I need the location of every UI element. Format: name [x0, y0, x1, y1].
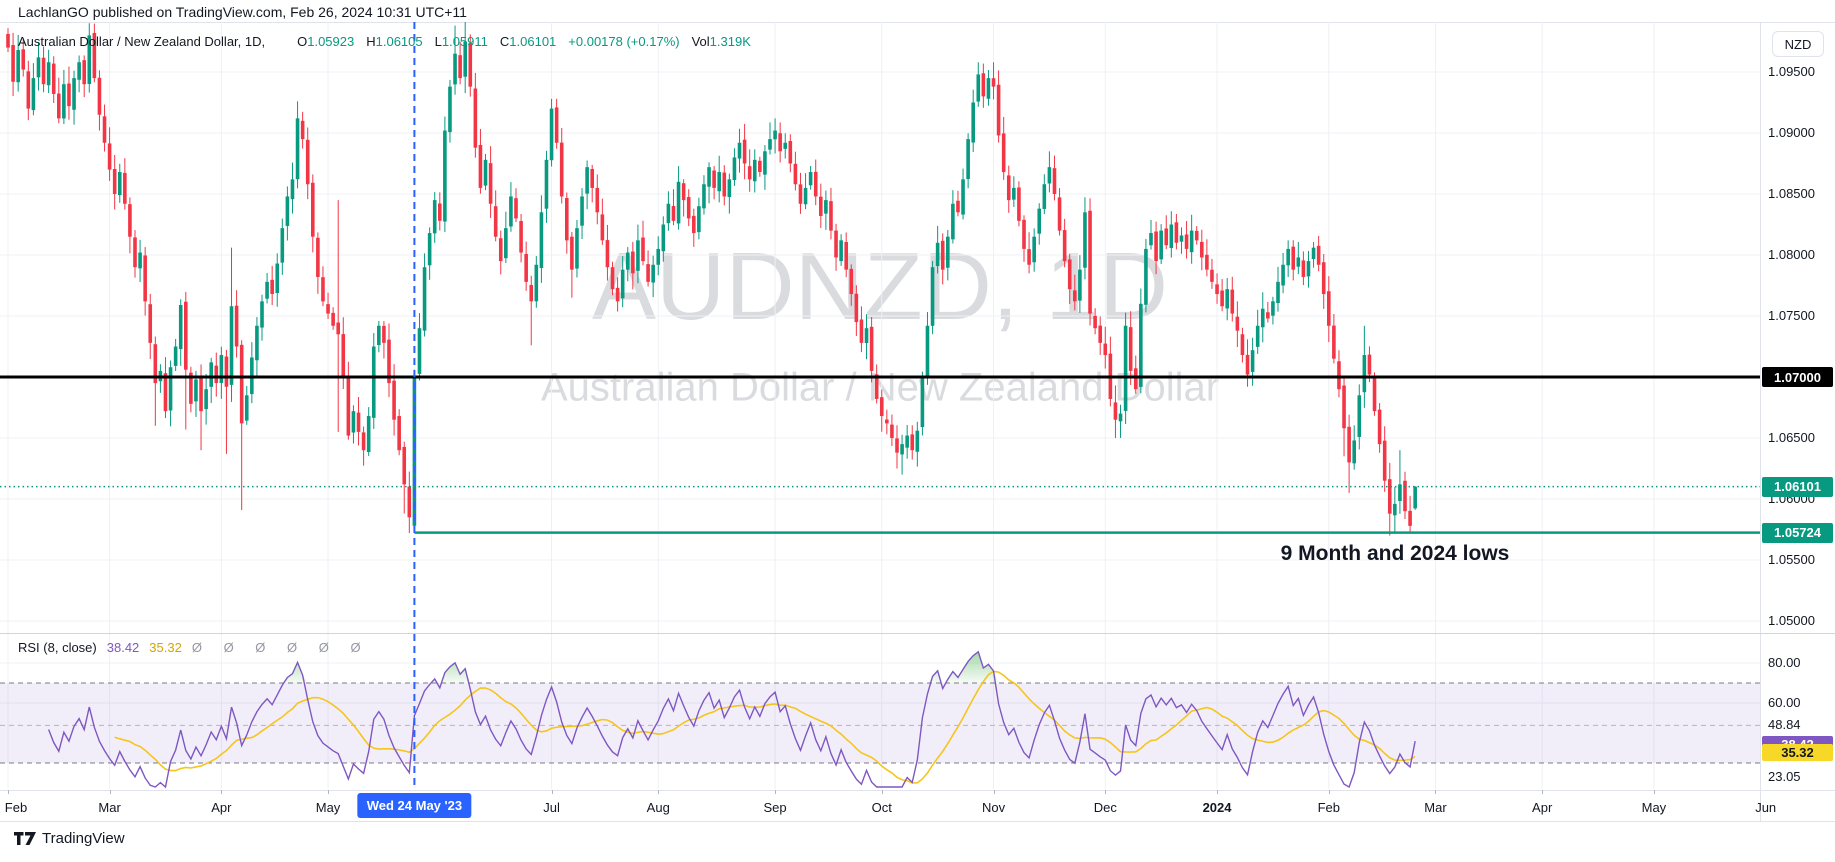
- time-axis-label-2024[interactable]: 2024: [1202, 800, 1232, 815]
- time-axis-label-Jun[interactable]: Jun: [1755, 800, 1777, 815]
- time-axis-tick: [551, 790, 553, 794]
- rsi-title[interactable]: RSI (8, close): [18, 640, 97, 655]
- tradingview-logo-text: TradingView: [42, 830, 125, 847]
- rsi-ma-value: 35.32: [149, 640, 182, 655]
- symbol-title[interactable]: Australian Dollar / New Zealand Dollar, …: [18, 34, 266, 49]
- publish-attribution: LachlanGO published on TradingView.com, …: [18, 4, 467, 20]
- price-tick-label: 1.08500: [1768, 186, 1815, 201]
- time-axis-separator: [0, 790, 1835, 791]
- time-axis-label-Dec[interactable]: Dec: [1093, 800, 1117, 815]
- symbol-watermark: AUDNZD, 1D: [591, 233, 1169, 340]
- time-axis-label-Feb[interactable]: Feb: [1317, 800, 1340, 815]
- time-axis-tick: [881, 790, 883, 794]
- time-axis-label-Nov[interactable]: Nov: [981, 800, 1006, 815]
- rsi-tick-label: 60.00: [1768, 695, 1801, 710]
- chart-frame: [0, 22, 1835, 822]
- price-tick-label: 1.09500: [1768, 64, 1815, 79]
- price-tick-label: 1.07500: [1768, 308, 1815, 323]
- time-axis-tick: [1542, 790, 1544, 794]
- time-axis-label-May[interactable]: May: [315, 800, 341, 815]
- time-axis-label-Mar[interactable]: Mar: [98, 800, 121, 815]
- price-badge-1.06101: 1.06101: [1762, 476, 1833, 497]
- time-axis-tick: [658, 790, 660, 794]
- time-axis-tick: [993, 790, 995, 794]
- time-axis-tick: [221, 790, 223, 794]
- rsi-badge-35.32: 35.32: [1762, 744, 1833, 762]
- price-tick-label: 1.05500: [1768, 552, 1815, 567]
- time-axis-label-May[interactable]: May: [1641, 800, 1667, 815]
- time-axis-tick: [1435, 790, 1437, 794]
- chart-bottom-border: [0, 821, 1835, 822]
- change-value: +0.00178 (+0.17%): [568, 34, 680, 49]
- time-axis-label-Jul[interactable]: Jul: [543, 800, 560, 815]
- close-value: C1.06101: [499, 34, 557, 49]
- symbol-legend: Australian Dollar / New Zealand Dollar, …: [18, 34, 751, 49]
- chart-annotation-text[interactable]: 9 Month and 2024 lows: [1280, 542, 1510, 565]
- pane-separator[interactable]: [0, 633, 1835, 634]
- time-axis-label-Aug[interactable]: Aug: [646, 800, 670, 815]
- price-scale-separator: [1760, 22, 1761, 821]
- time-axis-tick: [8, 790, 9, 794]
- rsi-tick-label: 23.05: [1768, 768, 1801, 784]
- currency-button[interactable]: NZD: [1772, 31, 1824, 57]
- price-badge-1.07000: 1.07000: [1762, 367, 1833, 387]
- rsi-tick-label: 48.84: [1768, 717, 1801, 733]
- high-value: H1.06105: [366, 34, 423, 49]
- time-axis-label-Feb[interactable]: Feb: [4, 800, 28, 815]
- low-value: L1.05911: [434, 34, 488, 49]
- tradingview-logo[interactable]: TradingView: [14, 830, 125, 847]
- tradingview-logo-icon: [14, 832, 36, 845]
- time-axis-tick: [1653, 790, 1655, 794]
- time-axis-tick: [775, 790, 777, 794]
- time-axis-label-Sep[interactable]: Sep: [763, 800, 787, 815]
- open-value: O1.05923: [297, 34, 355, 49]
- rsi-indicator-legend: RSI (8, close) 38.42 35.32 Ø Ø Ø Ø Ø Ø: [18, 640, 370, 655]
- time-axis-tick: [1328, 790, 1330, 794]
- time-axis-tick: [328, 790, 330, 794]
- price-tick-label: 1.06500: [1768, 430, 1815, 445]
- time-axis-tick: [109, 790, 111, 794]
- time-axis-label-Apr[interactable]: Apr: [1532, 800, 1553, 815]
- time-axis-tick: [1105, 790, 1107, 794]
- time-axis-label-Apr[interactable]: Apr: [211, 800, 232, 815]
- indicator-action-icons[interactable]: Ø Ø Ø Ø Ø Ø: [191, 640, 370, 655]
- price-tick-label: 1.08000: [1768, 247, 1815, 262]
- time-axis-label-Oct[interactable]: Oct: [871, 800, 892, 815]
- time-axis-tick: [1217, 790, 1219, 794]
- price-tick-label: 1.09000: [1768, 125, 1815, 140]
- rsi-tick-label: 80.00: [1768, 655, 1801, 670]
- ohlc-values: O1.05923 H1.06105 L1.05911 C1.06101 +0.0…: [297, 34, 751, 49]
- time-axis-label-Mar[interactable]: Mar: [1424, 800, 1447, 815]
- rsi-value: 38.42: [106, 640, 140, 655]
- time-axis-event-badge[interactable]: Wed 24 May '23: [357, 793, 472, 818]
- volume-value: Vol1.319K: [691, 34, 751, 49]
- price-tick-label: 1.05000: [1768, 613, 1815, 628]
- price-badge-1.05724: 1.05724: [1762, 522, 1833, 543]
